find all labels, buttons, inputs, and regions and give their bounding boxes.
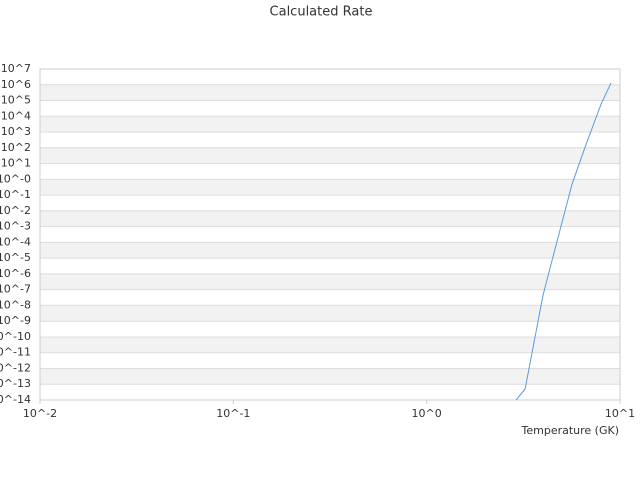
grid-band (40, 242, 620, 259)
grid-band (40, 336, 620, 353)
y-tick-label: 10^-13 (0, 377, 31, 390)
x-tick-label: 10^1 (605, 407, 635, 420)
y-tick-label: 10^-4 (0, 235, 31, 248)
y-tick-label: 10^-0 (0, 172, 31, 185)
grid-band (40, 179, 620, 196)
y-tick-label: 10^5 (1, 94, 31, 107)
grid-band (40, 273, 620, 290)
grid-band (40, 116, 620, 133)
grid-band (40, 84, 620, 101)
grid-band (40, 368, 620, 385)
y-tick-label: 10^3 (1, 125, 31, 138)
y-tick-label: 10^1 (1, 157, 31, 170)
y-tick-label: 10^-5 (0, 251, 31, 264)
chart-title: Calculated Rate (270, 5, 373, 20)
y-tick-label: 10^7 (1, 62, 31, 75)
y-tick-label: 10^-14 (0, 393, 31, 406)
y-tick-label: 10^2 (1, 141, 31, 154)
y-tick-label: 10^-3 (0, 220, 31, 233)
grid-band (40, 305, 620, 322)
y-tick-label: 10^-1 (0, 188, 31, 201)
x-tick-label: 10^-2 (23, 407, 57, 420)
y-tick-label: 10^4 (1, 109, 31, 122)
y-tick-label: 10^-7 (0, 283, 31, 296)
y-tick-label: 10^-2 (0, 204, 31, 217)
x-tick-label: 10^0 (412, 407, 442, 420)
plot-frame (39, 68, 621, 401)
y-tick-label: 10^6 (1, 78, 31, 91)
x-tick-label: 10^-1 (216, 407, 250, 420)
grid-band (40, 147, 620, 164)
grid-band (40, 210, 620, 227)
y-tick-label: 10^-8 (0, 298, 31, 311)
y-tick-label: 10^-9 (0, 314, 31, 327)
y-tick-label: 10^-10 (0, 330, 31, 343)
y-tick-label: 10^-6 (0, 267, 31, 280)
x-axis-title: Temperature (GK) (521, 424, 620, 437)
y-tick-label: 10^-12 (0, 361, 31, 374)
y-tick-label: 10^-11 (0, 346, 31, 359)
data-line (515, 82, 612, 400)
